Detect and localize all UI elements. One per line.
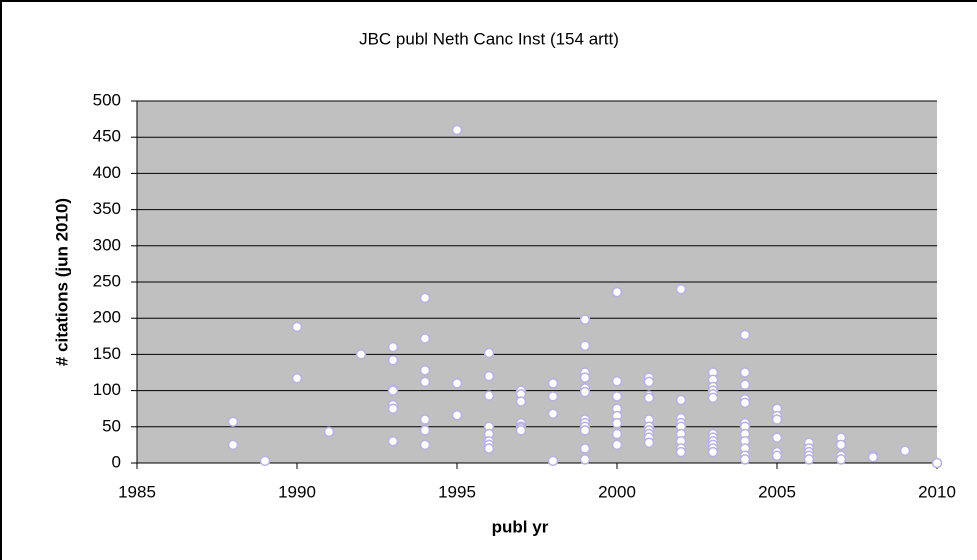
point	[451, 378, 463, 389]
y-tick-label: 350	[93, 199, 121, 218]
point	[483, 347, 495, 359]
point	[515, 425, 527, 436]
y-tick-label: 0	[112, 452, 121, 471]
point	[419, 425, 431, 436]
x-tick-label: 2000	[598, 482, 636, 501]
y-tick-label: 250	[93, 271, 121, 290]
point	[899, 445, 911, 456]
point	[675, 394, 687, 406]
point	[227, 439, 239, 451]
point	[451, 124, 463, 136]
point	[643, 392, 655, 404]
point	[675, 446, 687, 458]
point	[387, 354, 399, 366]
x-tick-label: 2005	[758, 482, 796, 501]
point	[611, 391, 623, 402]
point	[707, 446, 719, 458]
point	[579, 386, 591, 398]
point	[739, 329, 751, 341]
y-axis-label: # citations (jun 2010)	[52, 198, 71, 366]
point	[771, 414, 783, 425]
x-tick-label: 1995	[438, 482, 476, 501]
point	[547, 391, 559, 402]
point	[323, 426, 335, 438]
point	[483, 390, 495, 401]
point	[355, 349, 367, 360]
point	[579, 314, 591, 325]
point	[643, 376, 655, 388]
point	[451, 409, 463, 421]
point	[867, 451, 879, 463]
point	[419, 439, 431, 451]
point	[419, 292, 431, 304]
point	[419, 333, 431, 344]
point	[547, 408, 559, 420]
point	[227, 416, 239, 427]
point	[483, 443, 495, 454]
point	[835, 454, 847, 465]
point	[611, 417, 623, 429]
point	[611, 375, 623, 387]
point	[835, 439, 847, 451]
y-tick-label: 300	[93, 235, 121, 254]
point	[291, 373, 303, 384]
point	[611, 286, 623, 298]
point	[739, 397, 751, 409]
y-tick-label: 150	[93, 344, 121, 363]
y-tick-label: 400	[93, 163, 121, 182]
point	[931, 457, 943, 469]
point	[739, 454, 751, 465]
x-tick-label: 2010	[918, 482, 956, 501]
point	[707, 392, 719, 404]
point	[419, 365, 431, 376]
x-tick-label: 1990	[278, 482, 316, 501]
point	[515, 396, 527, 407]
point	[579, 340, 591, 351]
point	[675, 283, 687, 295]
point	[387, 385, 399, 396]
point	[547, 455, 559, 467]
y-tick-label: 200	[93, 308, 121, 327]
point	[291, 321, 303, 333]
point	[387, 436, 399, 447]
point	[739, 367, 751, 378]
point	[771, 432, 783, 443]
point	[771, 450, 783, 462]
point	[803, 454, 815, 465]
point	[547, 378, 559, 389]
point	[579, 425, 591, 436]
x-axis-label: publ yr	[492, 517, 549, 536]
point	[643, 437, 655, 448]
point	[387, 403, 399, 414]
point	[419, 414, 431, 425]
chart-title: JBC publ Neth Canc Inst (154 artt)	[359, 29, 619, 48]
x-tick-label: 1985	[118, 482, 156, 501]
point	[387, 341, 399, 353]
y-tick-label: 50	[102, 416, 121, 435]
y-tick-label: 500	[93, 90, 121, 109]
y-tick-label: 100	[93, 380, 121, 399]
point	[611, 439, 623, 451]
y-tick-label: 450	[93, 127, 121, 146]
point	[579, 372, 591, 383]
point	[419, 376, 431, 388]
point	[579, 443, 591, 454]
point	[483, 370, 495, 382]
point	[579, 454, 591, 465]
point	[259, 455, 271, 467]
point	[611, 428, 623, 440]
point	[739, 379, 751, 391]
